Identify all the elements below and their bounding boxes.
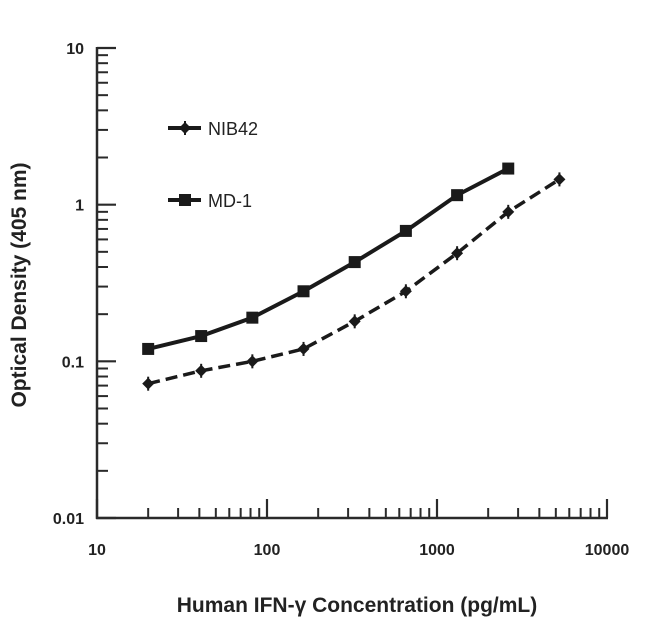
square-marker	[348, 256, 361, 269]
square-marker	[451, 189, 464, 202]
y-tick-label: 0.1	[62, 354, 84, 371]
legend: NIB42 MD-1	[168, 119, 258, 211]
x-tick-label: 10	[88, 542, 106, 559]
y-axis-title: Optical Density (405 nm)	[8, 162, 31, 407]
square-marker	[502, 162, 515, 175]
x-axis: 10 100 1000 10000	[88, 499, 629, 559]
legend-label: NIB42	[208, 119, 258, 139]
x-tick-label: 10000	[585, 542, 630, 559]
square-marker	[399, 224, 412, 237]
series-line	[147, 166, 510, 351]
legend-label: MD-1	[208, 191, 252, 211]
y-tick-label: 10	[66, 41, 84, 58]
legend-item-md-1: MD-1	[168, 191, 252, 211]
series-md-1	[142, 162, 515, 355]
series-nib42	[142, 172, 566, 391]
y-tick-label: 1	[75, 198, 84, 215]
square-marker	[297, 285, 310, 298]
square-marker	[246, 311, 259, 324]
square-marker	[179, 194, 191, 206]
y-axis: 0.01 0.1 1 10	[53, 41, 116, 528]
x-axis-title: Human IFN-γ Concentration (pg/mL)	[177, 594, 538, 617]
x-tick-label: 1000	[419, 542, 455, 559]
plot-area	[142, 162, 566, 391]
y-tick-label: 0.01	[53, 511, 84, 528]
square-marker	[195, 330, 208, 343]
square-marker	[142, 342, 155, 355]
legend-item-nib42: NIB42	[168, 119, 258, 139]
x-tick-label: 100	[254, 542, 281, 559]
